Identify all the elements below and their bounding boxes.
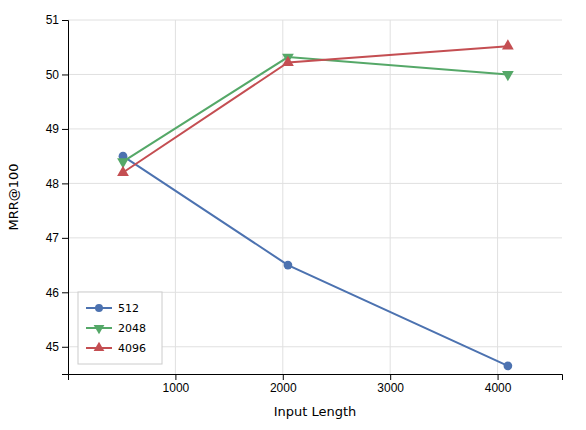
x-tick-label: 2000: [270, 381, 297, 395]
x-tick: 4000: [485, 374, 512, 395]
y-tick-mark: [62, 238, 68, 239]
x-tick-label: 3000: [377, 381, 404, 395]
grid-line-y: [68, 183, 562, 184]
y-axis-title: MRR@100: [6, 163, 21, 230]
x-tick-label: 1000: [163, 381, 190, 395]
legend-label: 4096: [118, 342, 146, 355]
legend-swatch-marker: [94, 325, 105, 334]
y-tick: 45: [46, 340, 68, 354]
x-axis-line: [69, 375, 563, 381]
legend: 512 2048 4096: [78, 292, 162, 364]
series: [119, 152, 513, 370]
legend-item: 512: [86, 302, 139, 315]
y-tick-label: 50: [46, 68, 60, 82]
y-tick: 46: [46, 286, 68, 300]
y-tick-mark: [62, 347, 68, 348]
y-tick-label: 48: [46, 177, 60, 191]
y-tick-label: 49: [46, 122, 60, 136]
series: [117, 54, 514, 169]
y-tick-mark: [62, 183, 68, 184]
point: [502, 71, 514, 81]
grid-line-y: [68, 20, 562, 21]
legend-label: 2048: [118, 322, 146, 335]
grid-line-y: [68, 237, 562, 238]
y-tick-mark: [62, 74, 68, 75]
y-tick-label: 45: [46, 340, 60, 354]
y-tick: 49: [46, 122, 68, 136]
x-axis-title: Input Length: [274, 404, 357, 419]
y-tick: 48: [46, 177, 68, 191]
y-tick-mark: [62, 292, 68, 293]
y-axis: 45 46 47 48 49 50 51: [46, 13, 69, 374]
x-tick-mark: [283, 374, 284, 380]
x-tick: 3000: [377, 374, 404, 395]
marks: [117, 39, 514, 370]
grid-line-x: [390, 20, 391, 374]
legend-box: [78, 292, 162, 364]
grid-line-x: [282, 20, 283, 374]
y-tick-label: 46: [46, 286, 60, 300]
y-tick-mark: [62, 129, 68, 130]
grid-line-y: [68, 74, 562, 75]
point: [282, 56, 294, 66]
x-tick-mark: [390, 374, 391, 380]
x-tick-mark: [498, 374, 499, 380]
line: [123, 156, 508, 366]
series: [117, 39, 514, 176]
plot: 1000 2000 3000 4000 45 46 47 48 49 50 51 512 2048 409…: [46, 13, 563, 394]
grid: [68, 20, 562, 374]
grid-line-y: [68, 128, 562, 129]
legend-item: 4096: [86, 342, 146, 355]
y-tick: 50: [46, 68, 68, 82]
y-tick-mark: [62, 20, 68, 21]
y-tick-label: 51: [46, 13, 60, 27]
x-tick: 2000: [270, 374, 297, 395]
legend-swatch-marker: [95, 304, 103, 312]
point: [117, 166, 129, 176]
point: [284, 261, 293, 270]
x-axis: 1000 2000 3000 4000: [69, 374, 563, 395]
chart: 1000 2000 3000 4000 45 46 47 48 49 50 51 512 2048 409…: [0, 0, 586, 430]
point: [502, 39, 514, 49]
legend-item: 2048: [86, 322, 146, 335]
x-tick-label: 4000: [485, 381, 512, 395]
y-tick-label: 47: [46, 231, 60, 245]
grid-line-x: [175, 20, 176, 374]
y-tick: 47: [46, 231, 68, 245]
y-axis-line: [62, 21, 69, 375]
line: [123, 46, 508, 172]
line: [123, 57, 508, 162]
x-tick: 1000: [163, 374, 190, 395]
x-tick-mark: [175, 374, 176, 380]
point: [504, 361, 513, 370]
y-tick: 51: [46, 13, 68, 27]
legend-swatch-marker: [94, 342, 105, 351]
legend-label: 512: [118, 302, 139, 315]
